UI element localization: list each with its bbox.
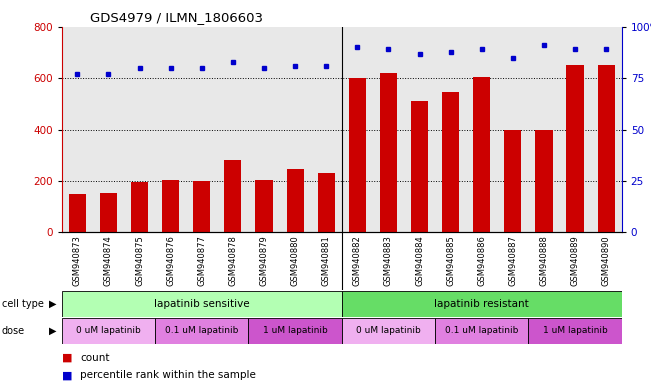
Bar <box>225 161 242 232</box>
Text: GSM940884: GSM940884 <box>415 235 424 286</box>
Text: GSM940881: GSM940881 <box>322 235 331 286</box>
Text: GDS4979 / ILMN_1806603: GDS4979 / ILMN_1806603 <box>90 11 263 24</box>
Text: GSM940890: GSM940890 <box>602 235 611 286</box>
Bar <box>286 169 303 232</box>
Text: 1 uM lapatinib: 1 uM lapatinib <box>543 326 607 335</box>
Text: 0.1 uM lapatinib: 0.1 uM lapatinib <box>445 326 518 335</box>
Bar <box>473 77 490 232</box>
Text: percentile rank within the sample: percentile rank within the sample <box>80 370 256 380</box>
Bar <box>598 65 615 232</box>
Bar <box>349 78 366 232</box>
Text: GSM940878: GSM940878 <box>229 235 238 286</box>
Text: ■: ■ <box>62 353 72 363</box>
Text: GSM940874: GSM940874 <box>104 235 113 286</box>
Bar <box>342 291 622 317</box>
Text: cell type: cell type <box>2 299 44 309</box>
Text: GSM940873: GSM940873 <box>73 235 82 286</box>
Bar <box>62 291 342 317</box>
Bar <box>442 93 459 232</box>
Text: 0.1 uM lapatinib: 0.1 uM lapatinib <box>165 326 238 335</box>
Text: lapatinib sensitive: lapatinib sensitive <box>154 299 249 309</box>
Text: GSM940885: GSM940885 <box>446 235 455 286</box>
Text: GSM940876: GSM940876 <box>166 235 175 286</box>
Bar <box>435 318 529 344</box>
Text: ■: ■ <box>62 370 72 380</box>
Bar <box>62 318 155 344</box>
Text: ▶: ▶ <box>49 326 57 336</box>
Text: GSM940889: GSM940889 <box>570 235 579 286</box>
Bar <box>162 180 179 232</box>
Text: 0 uM lapatinib: 0 uM lapatinib <box>356 326 421 335</box>
Bar <box>69 194 86 232</box>
Text: GSM940883: GSM940883 <box>384 235 393 286</box>
Text: dose: dose <box>2 326 25 336</box>
Bar <box>505 129 521 232</box>
Bar <box>566 65 583 232</box>
Bar <box>131 182 148 232</box>
Text: GSM940886: GSM940886 <box>477 235 486 286</box>
Bar <box>255 180 273 232</box>
Bar <box>411 101 428 232</box>
Text: GSM940888: GSM940888 <box>540 235 548 286</box>
Bar <box>318 173 335 232</box>
Text: GSM940880: GSM940880 <box>290 235 299 286</box>
Bar <box>529 318 622 344</box>
Bar <box>249 318 342 344</box>
Text: lapatinib resistant: lapatinib resistant <box>434 299 529 309</box>
Text: count: count <box>80 353 109 363</box>
Text: GSM940875: GSM940875 <box>135 235 144 286</box>
Text: 1 uM lapatinib: 1 uM lapatinib <box>263 326 327 335</box>
Bar <box>380 73 397 232</box>
Text: 0 uM lapatinib: 0 uM lapatinib <box>76 326 141 335</box>
Bar <box>155 318 249 344</box>
Bar <box>193 181 210 232</box>
Bar <box>342 318 435 344</box>
Text: GSM940882: GSM940882 <box>353 235 362 286</box>
Text: GSM940877: GSM940877 <box>197 235 206 286</box>
Text: GSM940879: GSM940879 <box>260 235 268 286</box>
Bar <box>535 129 553 232</box>
Text: ▶: ▶ <box>49 299 57 309</box>
Text: GSM940887: GSM940887 <box>508 235 518 286</box>
Bar <box>100 193 117 232</box>
